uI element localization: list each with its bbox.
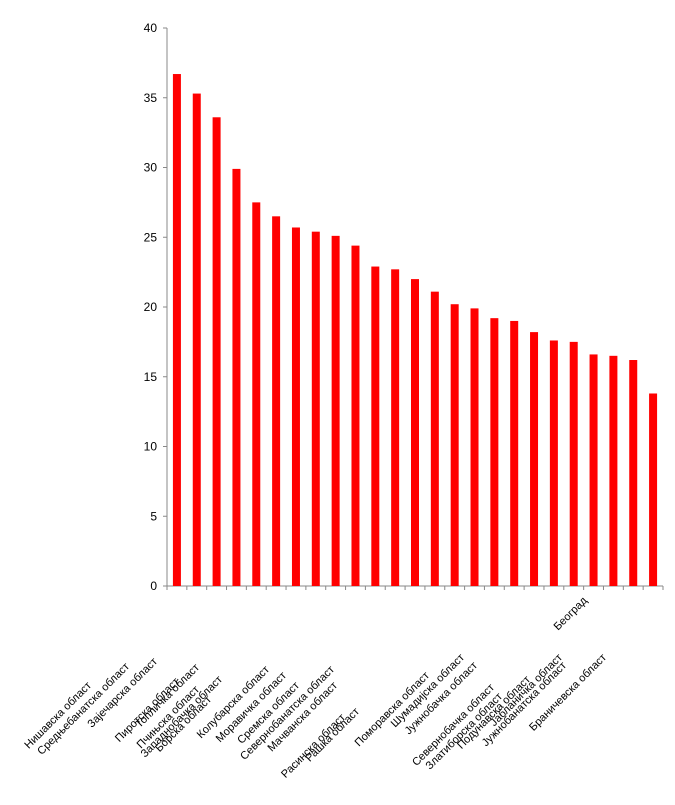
bar [530, 332, 539, 586]
y-tick-label: 0 [150, 579, 157, 593]
bar [589, 354, 598, 586]
bar [470, 308, 479, 586]
y-tick-label: 25 [144, 230, 158, 244]
x-category-label: Средњебанатска област [35, 661, 132, 758]
bar [192, 93, 201, 586]
bar [232, 168, 241, 586]
bar [450, 304, 459, 586]
bar [510, 320, 519, 586]
bars [172, 74, 658, 587]
bar [649, 393, 658, 586]
bar [252, 202, 261, 586]
y-tick-label: 40 [144, 21, 158, 35]
bar [430, 291, 439, 586]
bar [490, 318, 499, 586]
y-tick-label: 15 [144, 370, 158, 384]
bar [351, 245, 360, 586]
bar [549, 340, 558, 586]
bar [371, 266, 380, 586]
bar [272, 216, 281, 586]
bar [311, 231, 320, 587]
bar [391, 269, 400, 586]
bar [291, 227, 300, 587]
x-category-label: Поморавска област [353, 670, 432, 749]
y-axis: 0 5 10 15 20 25 30 35 40 [144, 21, 168, 593]
bar [172, 74, 181, 586]
y-tick-label: 35 [144, 91, 158, 105]
bar [609, 355, 618, 586]
y-tick-label: 10 [144, 440, 158, 454]
bar [629, 360, 638, 586]
y-tick-label: 5 [150, 509, 157, 523]
bar [212, 117, 221, 586]
x-category-label: Београд [552, 594, 591, 633]
bar [569, 341, 578, 586]
bar [331, 235, 340, 587]
x-category-label: Јабланичка област [488, 652, 565, 729]
x-axis [166, 585, 664, 590]
y-tick-label: 30 [144, 161, 158, 175]
bar [411, 279, 419, 586]
y-tick-label: 20 [144, 300, 158, 314]
